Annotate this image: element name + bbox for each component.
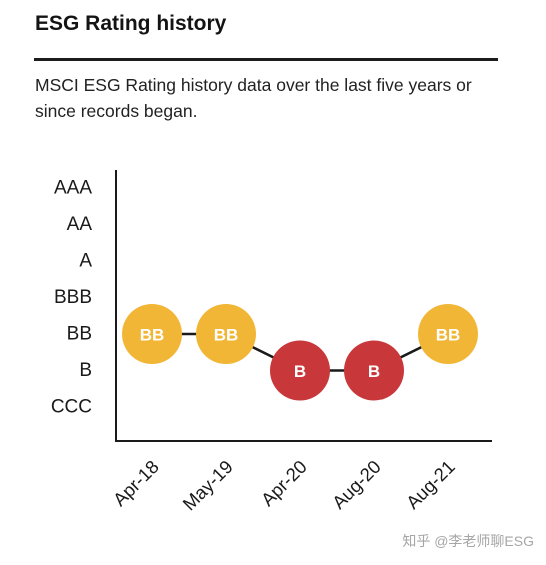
y-tick-label-bbb: BBB: [54, 287, 92, 308]
rating-marker-label: BB: [214, 326, 239, 345]
title-divider: [34, 58, 498, 61]
rating-marker-label: BB: [436, 326, 461, 345]
x-tick-label-apr-18: Apr-18: [109, 456, 163, 510]
y-tick-label-b: B: [79, 360, 92, 381]
rating-marker: [122, 304, 182, 364]
chart-description: MSCI ESG Rating history data over the la…: [35, 75, 472, 121]
data-point-aug-20: B: [344, 340, 404, 401]
data-point-apr-20: B: [270, 340, 330, 401]
rating-marker-label: BB: [140, 326, 165, 345]
rating-marker: [196, 304, 256, 364]
page-title: ESG Rating history: [35, 12, 227, 35]
watermark: 知乎 @李老师聊ESG: [402, 533, 534, 549]
data-point-may-19: BB: [196, 304, 256, 364]
rating-marker: [418, 304, 478, 364]
y-tick-label-ccc: CCC: [51, 397, 92, 418]
x-tick-label-aug-20: Aug-20: [328, 456, 385, 513]
x-tick-label-aug-21: Aug-21: [402, 456, 459, 513]
data-point-aug-21: BB: [418, 304, 478, 364]
x-tick-label-apr-20: Apr-20: [257, 456, 311, 510]
y-tick-label-bb: BB: [67, 324, 92, 345]
y-tick-label-a: A: [79, 251, 92, 272]
rating-marker: [270, 340, 330, 401]
data-point-apr-18: BB: [122, 304, 182, 364]
rating-marker-label: B: [294, 362, 306, 381]
x-tick-label-may-19: May-19: [178, 456, 236, 514]
rating-marker-label: B: [368, 362, 380, 381]
y-tick-label-aaa: AAA: [54, 178, 92, 199]
rating-marker: [344, 340, 404, 401]
y-tick-label-aa: AA: [67, 214, 93, 235]
